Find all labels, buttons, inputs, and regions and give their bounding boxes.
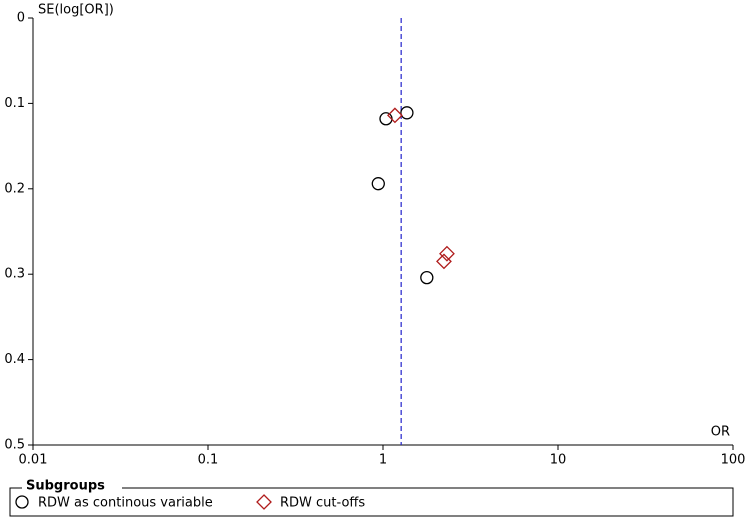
x-tick-label: 0.1 xyxy=(198,453,219,468)
legend-marker xyxy=(256,494,272,510)
y-tick-label: 0.5 xyxy=(4,438,25,453)
y-tick-label: 0.1 xyxy=(4,96,25,111)
point xyxy=(436,253,452,270)
y-tick-label: 0.4 xyxy=(4,352,25,367)
point xyxy=(400,106,414,120)
x-tick-label: 1 xyxy=(379,453,387,468)
y-tick-label: 0 xyxy=(17,11,25,26)
x-tick-label: 10 xyxy=(550,453,567,468)
legend-marker xyxy=(15,495,29,509)
legend-title-bg xyxy=(22,480,122,494)
x-tick-label: 100 xyxy=(721,453,746,468)
point xyxy=(379,112,393,126)
point xyxy=(387,107,403,124)
x-axis-label: OR xyxy=(711,425,730,440)
x-tick-label: 0.01 xyxy=(19,453,48,468)
y-axis-label: SE(log[OR]) xyxy=(38,3,114,18)
legend-title: Subgroups xyxy=(26,479,105,494)
legend-label: RDW cut-offs xyxy=(280,496,365,511)
point xyxy=(371,177,385,191)
point xyxy=(439,245,455,262)
legend-label: RDW as continous variable xyxy=(38,496,213,511)
y-tick-label: 0.3 xyxy=(4,267,25,282)
y-tick-label: 0.2 xyxy=(4,181,25,196)
legend-box xyxy=(9,487,734,517)
point xyxy=(420,270,434,285)
